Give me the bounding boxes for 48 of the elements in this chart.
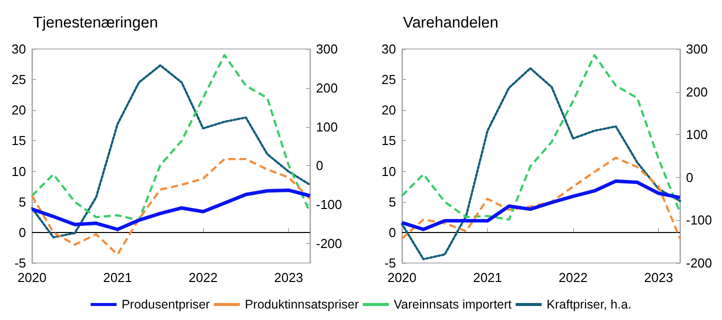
x-tick-label: 2020 [18,270,46,285]
x-tick-label: 2021 [473,270,502,285]
y-tick-label: 5 [388,194,396,210]
y-tick-label: 0 [18,224,26,240]
y2-tick-label: 200 [686,84,708,100]
x-tick-label: 2023 [644,270,674,285]
x-tick-label: 2023 [274,270,304,285]
y2-tick-label: 200 [316,80,338,96]
y-tick-label: 0 [388,224,396,240]
x-tick-label: 2022 [558,270,588,285]
x-tick-label: 2022 [188,270,218,285]
y-tick-label: 20 [12,102,26,118]
chart-title: Varehandelen [403,14,498,32]
y-tick-label: 15 [12,133,26,148]
y2-tick-label: 100 [686,127,708,142]
y2-tick-label: -200 [316,236,342,252]
y-tick-label: 30 [382,42,396,56]
legend-label: Kraftpriser, h.a. [546,298,632,312]
y2-tick-label: 100 [316,119,338,134]
y-tick-label: 10 [382,164,396,179]
y-tick-label: -5 [14,256,26,270]
line-series [400,67,682,260]
x-tick-label: 2021 [103,270,132,285]
legend-label: Vareinnsats importert [394,298,512,312]
y-tick-label: 30 [12,42,26,56]
y-tick-label: 5 [18,194,26,210]
legend-label: Produktinnsatspriser [244,298,359,312]
y2-tick-label: 0 [316,158,324,174]
y2-tick-label: -200 [686,256,712,270]
y2-tick-label: 0 [686,170,694,185]
y-tick-label: 25 [12,72,26,88]
y-tick-label: 25 [382,72,396,88]
chart-title: Tjenestenæringen [33,14,158,32]
x-tick-label: 2020 [388,270,416,285]
line-series [30,158,312,256]
y2-tick-label: -100 [686,212,712,228]
y2-tick-label: -100 [316,197,342,212]
line-series [400,54,682,221]
y-tick-label: 10 [12,164,26,179]
y-tick-label: -5 [384,256,396,270]
y2-tick-label: 300 [316,42,338,56]
line-series [400,156,682,240]
line-series [400,179,682,232]
y-tick-label: 15 [382,133,396,148]
line-series [30,188,312,232]
y-tick-label: 20 [382,102,396,118]
legend-label: Produsentpriser [122,298,210,312]
y2-tick-label: 300 [686,42,708,56]
